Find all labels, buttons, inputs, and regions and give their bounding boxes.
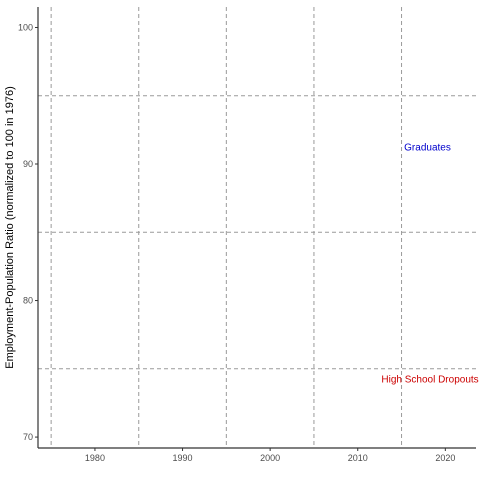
x-tick-label-1980: 1980 [85,453,105,463]
x-tick-label-2010: 2010 [348,453,368,463]
ticks: 1980 1990 2000 2010 2020 70 80 90 100 [18,22,455,463]
y-tick-label-80: 80 [23,296,33,306]
y-tick-label-70: 70 [23,432,33,442]
annotation-high-school-dropouts: High School Dropouts [381,374,478,385]
axes [37,7,476,449]
x-tick-label-2020: 2020 [435,453,455,463]
gridlines [38,7,476,448]
y-tick-label-100: 100 [18,22,33,32]
y-tick-label-90: 90 [23,159,33,169]
x-tick-label-1990: 1990 [173,453,193,463]
y-axis-title: Employment-Population Ratio (normalized … [4,86,16,369]
annotations: Graduates High School Dropouts [381,142,478,385]
x-tick-label-2000: 2000 [260,453,280,463]
annotation-graduates: Graduates [404,142,451,153]
